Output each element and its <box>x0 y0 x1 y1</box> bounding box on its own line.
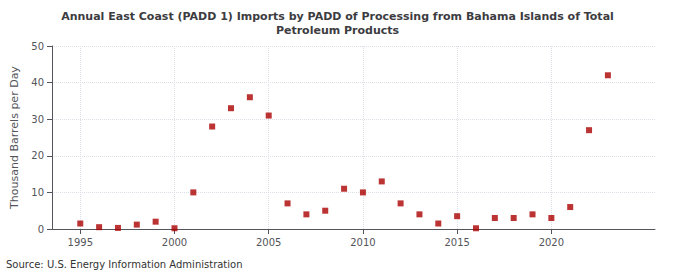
svg-text:0: 0 <box>38 224 44 235</box>
svg-text:1995: 1995 <box>68 237 93 248</box>
svg-text:Annual East Coast (PADD 1) Imp: Annual East Coast (PADD 1) Imports by PA… <box>61 10 614 23</box>
svg-text:Petroleum Products: Petroleum Products <box>276 24 400 37</box>
svg-text:30: 30 <box>31 114 44 125</box>
svg-text:2015: 2015 <box>444 237 469 248</box>
svg-text:Thousand Barrels per Day: Thousand Barrels per Day <box>8 66 21 210</box>
svg-text:50: 50 <box>31 41 44 52</box>
svg-text:10: 10 <box>31 187 44 198</box>
svg-text:2020: 2020 <box>539 237 564 248</box>
svg-text:2005: 2005 <box>256 237 281 248</box>
svg-text:2000: 2000 <box>162 237 187 248</box>
svg-text:2010: 2010 <box>350 237 375 248</box>
svg-text:Source: U.S. Energy Informatio: Source: U.S. Energy Information Administ… <box>6 259 243 270</box>
svg-text:20: 20 <box>31 150 44 161</box>
svg-text:40: 40 <box>31 77 44 88</box>
